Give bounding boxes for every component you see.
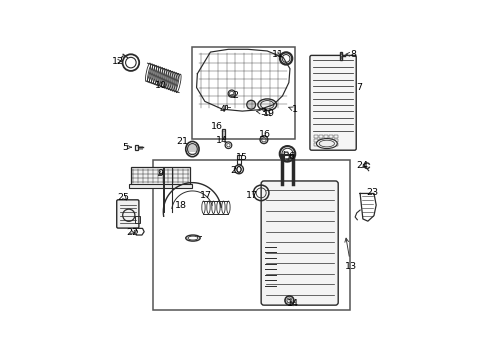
Bar (339, 52, 342, 59)
Text: 21: 21 (176, 137, 188, 146)
FancyBboxPatch shape (261, 181, 338, 305)
FancyBboxPatch shape (117, 200, 139, 228)
Text: 19: 19 (262, 109, 274, 118)
Bar (224, 105, 226, 109)
Text: 6: 6 (287, 152, 293, 161)
Bar (323, 139, 327, 142)
Text: 1: 1 (288, 105, 297, 114)
Bar (333, 135, 337, 138)
Text: 24: 24 (355, 161, 367, 170)
Text: 14: 14 (286, 299, 298, 308)
Text: 2: 2 (229, 91, 238, 100)
Text: 15: 15 (236, 153, 248, 162)
Text: 5: 5 (122, 143, 131, 152)
Bar (323, 135, 327, 138)
Bar (318, 139, 322, 142)
Ellipse shape (257, 99, 276, 111)
Bar (192, 48, 294, 139)
Text: 4: 4 (220, 105, 225, 114)
Bar (328, 139, 332, 142)
Bar (237, 155, 240, 164)
Text: 8: 8 (345, 50, 355, 59)
Text: 12: 12 (112, 57, 124, 66)
Text: 18: 18 (174, 201, 186, 210)
Text: 23: 23 (365, 188, 377, 197)
Bar (135, 216, 140, 223)
Text: 9: 9 (157, 169, 163, 178)
Text: 25: 25 (118, 193, 129, 202)
Bar (333, 139, 337, 142)
Text: 14: 14 (216, 136, 228, 145)
Bar (135, 145, 137, 150)
Bar (328, 143, 332, 146)
Bar (333, 143, 337, 146)
Text: 13: 13 (344, 238, 356, 271)
Text: 16: 16 (259, 130, 270, 139)
Bar (313, 139, 317, 142)
Bar (222, 129, 224, 139)
Bar (318, 135, 322, 138)
Text: 3: 3 (256, 108, 265, 117)
FancyBboxPatch shape (309, 55, 355, 150)
Text: 7: 7 (355, 83, 361, 92)
Text: 17: 17 (245, 190, 258, 199)
Text: 10: 10 (154, 81, 166, 90)
Bar (313, 135, 317, 138)
Ellipse shape (316, 139, 337, 149)
Bar (323, 143, 327, 146)
Text: 22: 22 (126, 228, 138, 237)
Text: 11: 11 (271, 50, 283, 59)
Bar (313, 143, 317, 146)
Bar (328, 135, 332, 138)
Bar (131, 167, 190, 185)
Bar (129, 184, 192, 188)
Text: 16: 16 (211, 122, 223, 131)
Text: 20: 20 (230, 166, 242, 175)
Bar (153, 159, 349, 310)
Bar (318, 143, 322, 146)
Text: 17: 17 (199, 190, 211, 199)
